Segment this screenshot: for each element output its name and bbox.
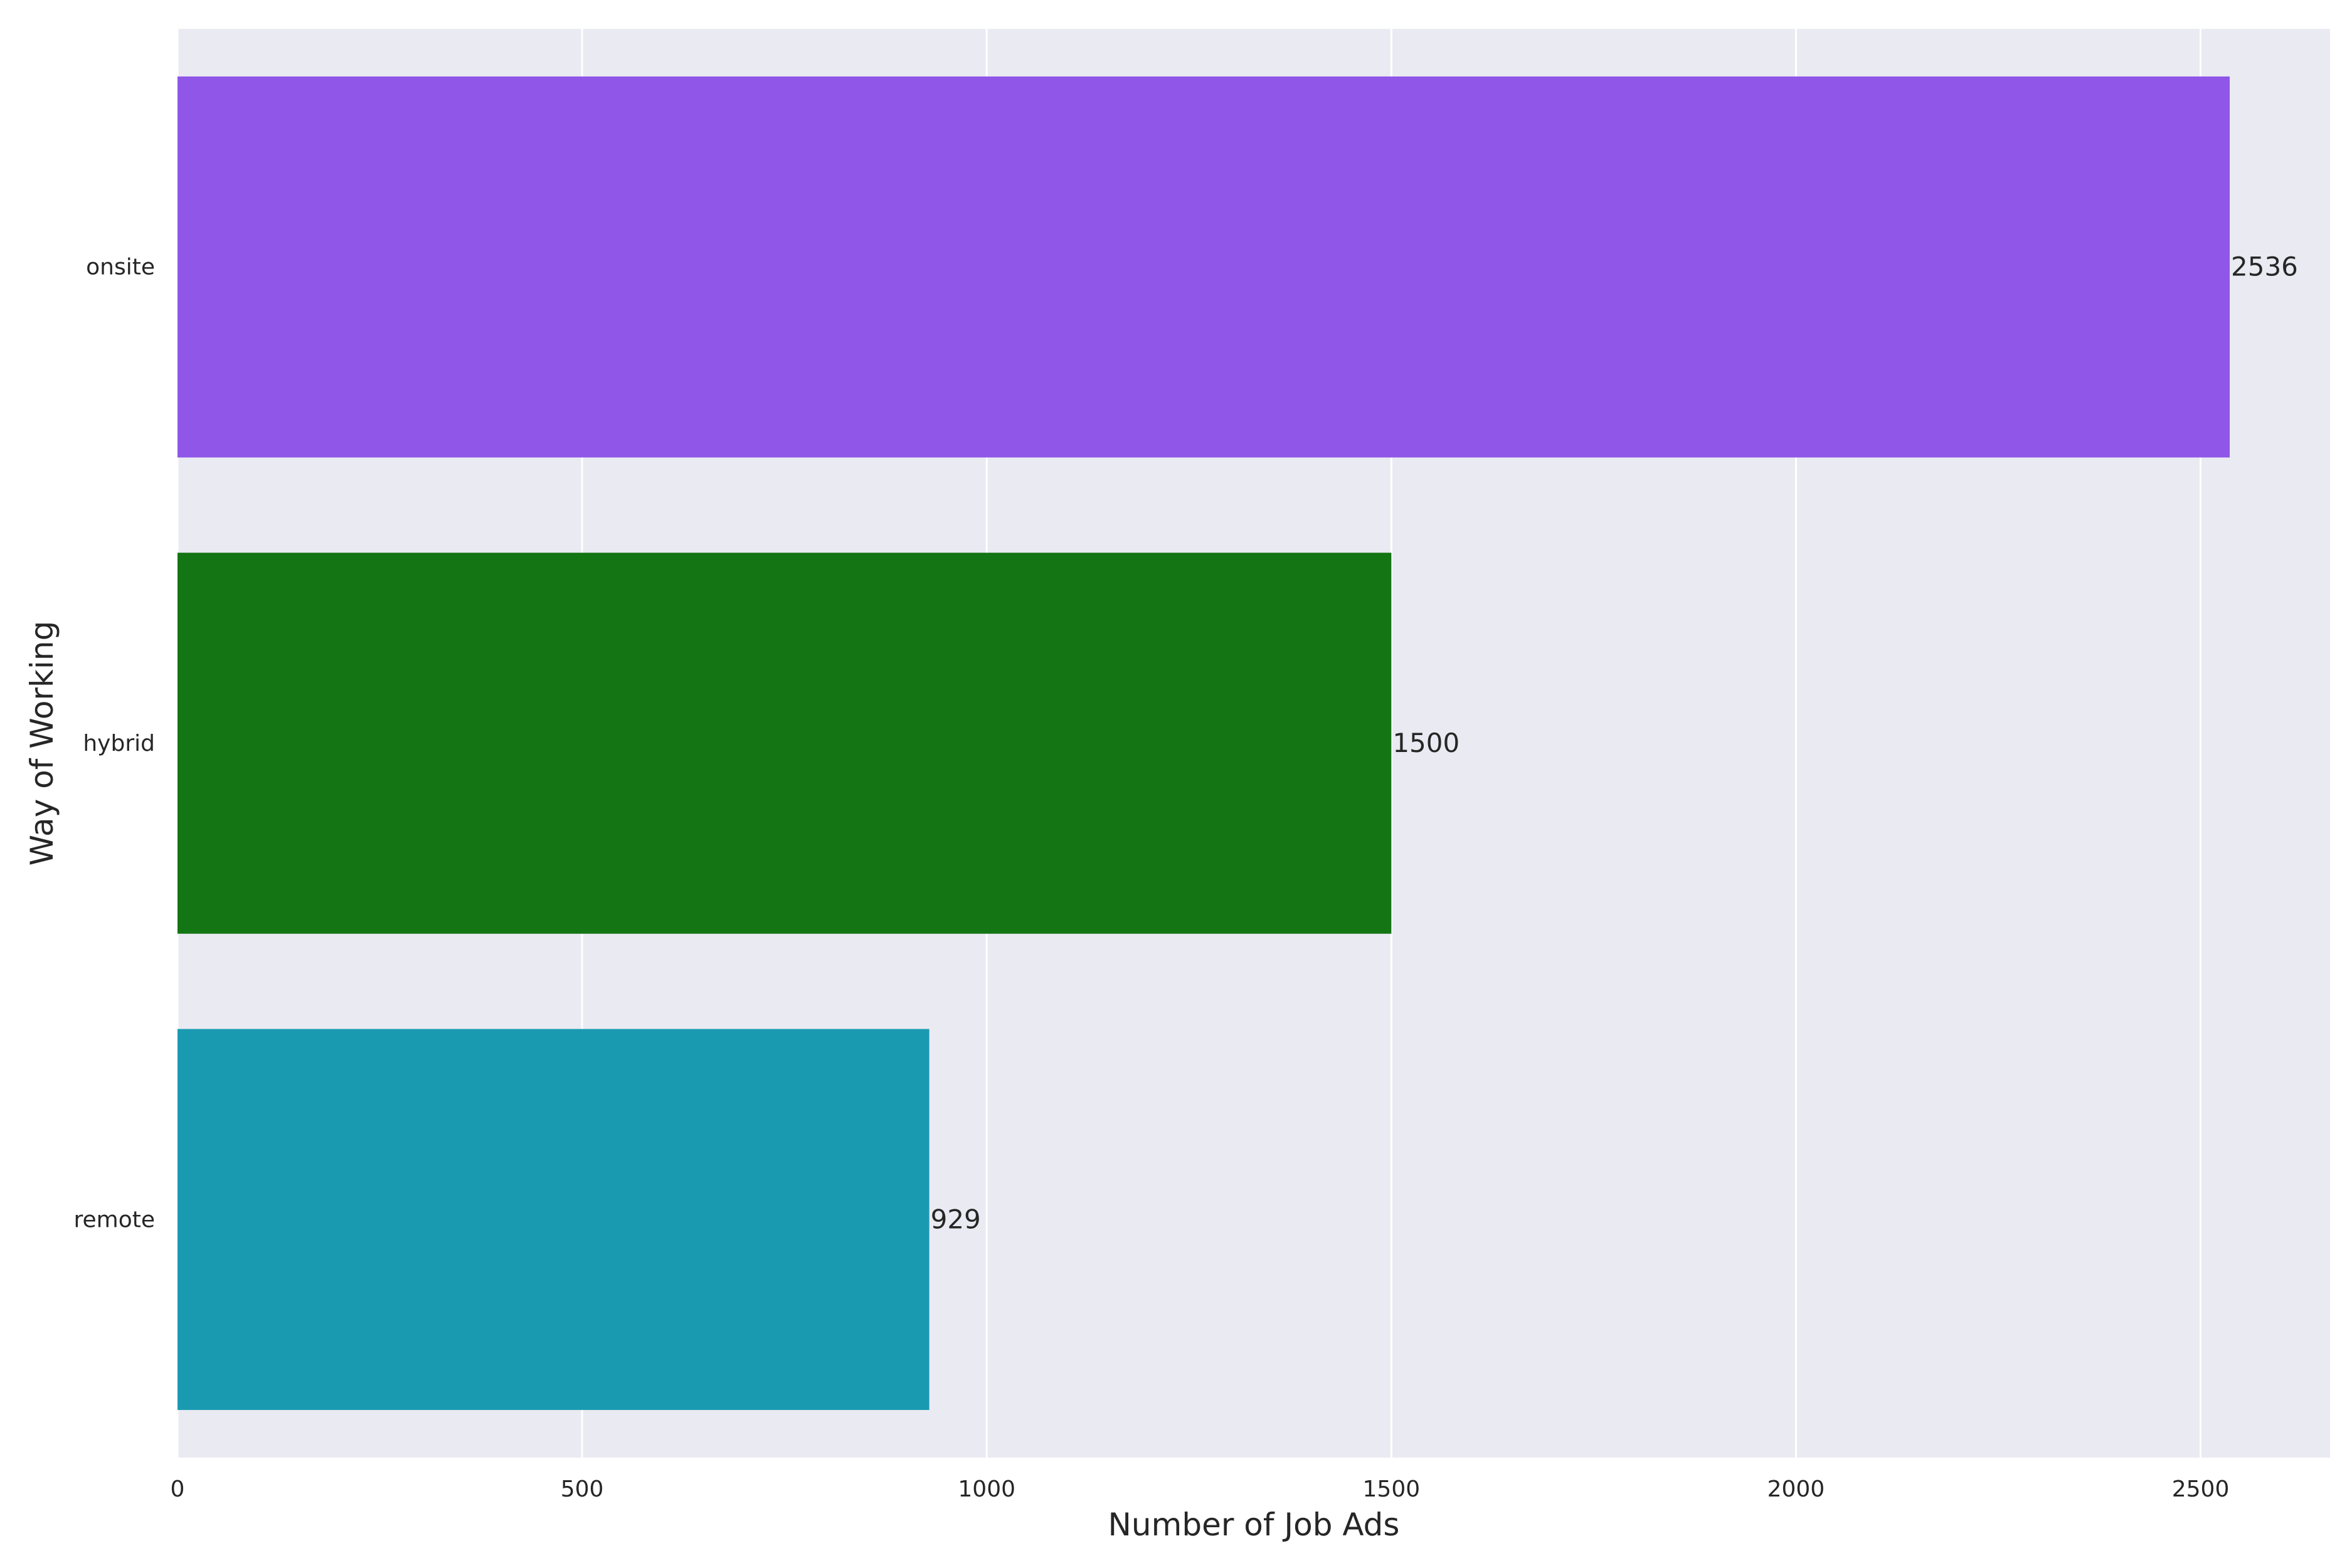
x-tick-label: 0 [171,1476,185,1502]
value-labels: 2536 1500 929 [931,252,2298,1235]
x-tick-label: 2000 [1767,1476,1825,1502]
bars [177,76,2230,1411]
x-tick-label: 1500 [1363,1476,1421,1502]
x-axis-title: Number of Job Ads [1108,1507,1400,1543]
bar-hybrid [177,553,1392,934]
value-label-onsite: 2536 [2231,252,2298,282]
category-label-hybrid: hybrid [83,731,155,756]
bar-remote [177,1029,930,1411]
x-tick-labels: 0 500 1000 1500 2000 2500 [171,1476,2230,1502]
category-label-onsite: onsite [86,255,155,280]
x-tick-label: 500 [561,1476,604,1502]
x-tick-label: 1000 [958,1476,1015,1502]
y-axis-title: Way of Working [24,621,60,866]
category-label-remote: remote [73,1207,155,1232]
value-label-remote: 929 [931,1204,981,1234]
x-tick-label: 2500 [2172,1476,2230,1502]
y-category-labels: onsite hybrid remote [73,255,155,1233]
value-label-hybrid: 1500 [1392,728,1459,758]
bar-onsite [177,76,2230,458]
